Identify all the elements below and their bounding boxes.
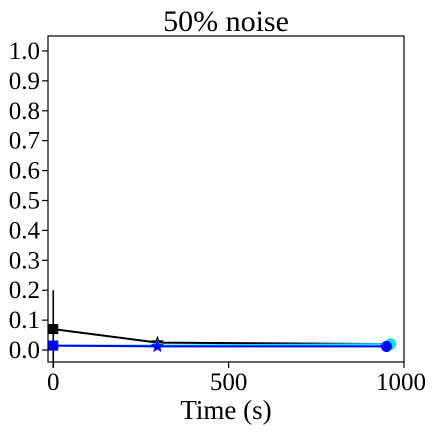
y-tick-label: 1.0: [9, 38, 40, 65]
plot-frame: [47, 35, 405, 363]
x-tick-label: 500: [210, 369, 248, 396]
y-tick-label: 0.3: [9, 247, 40, 274]
y-tick-label: 0.9: [9, 68, 40, 95]
y-tick-label: 0.0: [9, 337, 40, 364]
x-axis: 0 500 1000: [47, 362, 426, 396]
star-marker: [150, 339, 165, 353]
y-tick-label: 0.1: [9, 307, 40, 334]
y-tick-label: 0.6: [9, 158, 40, 185]
plot-area: [48, 290, 397, 368]
series-group: [48, 339, 392, 353]
y-axis: 0.0 0.1 0.2 0.3 0.4 0.50.6 0.7 0.8 0.9 1.0: [9, 38, 48, 364]
square-marker: [48, 324, 59, 335]
square-marker: [48, 340, 59, 351]
y-tick-label: 0.7: [9, 128, 40, 155]
chart-title: 50% noise: [163, 5, 289, 38]
x-tick-label: 0: [47, 369, 60, 396]
x-axis-label: Time (s): [180, 395, 271, 425]
y-tick-label: 0.4: [9, 217, 41, 244]
y-tick-label: 0.2: [9, 277, 40, 304]
y-tick-label: 0.8: [9, 98, 40, 125]
x-tick-label: 1000: [376, 369, 426, 396]
y-tick-label: 0.5: [9, 187, 40, 214]
circle-marker: [380, 340, 392, 352]
series-line: [53, 344, 387, 348]
